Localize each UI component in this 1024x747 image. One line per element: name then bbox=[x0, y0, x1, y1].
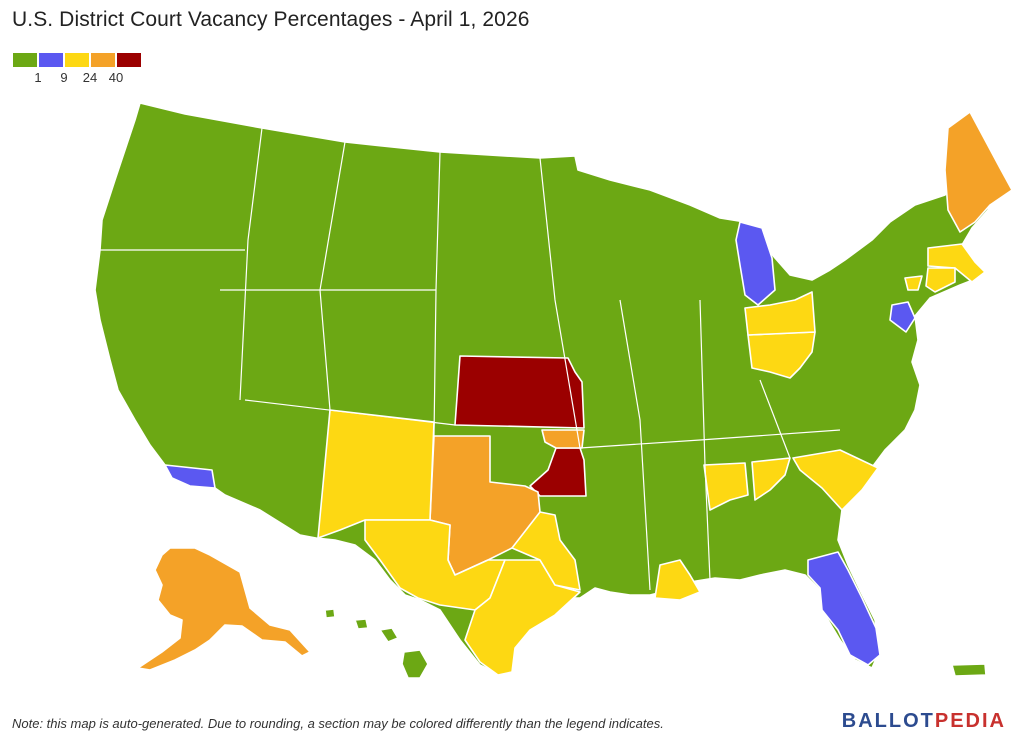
district-northern-alabama bbox=[703, 462, 749, 511]
legend-ticks: 1 9 24 40 bbox=[12, 70, 152, 88]
district-eastern-texas bbox=[511, 511, 581, 591]
district-northern-ohio bbox=[744, 291, 816, 336]
district-hawaii-kauai bbox=[324, 608, 336, 619]
district-new-york-south bbox=[904, 275, 923, 291]
ballotpedia-logo: BALLOTPEDIA bbox=[842, 710, 1006, 733]
legend-tick: 24 bbox=[82, 70, 98, 85]
logo-part-pedia: PEDIA bbox=[934, 710, 1006, 732]
map-legend: 1 9 24 40 bbox=[12, 52, 152, 88]
district-hawaii-oahu bbox=[354, 618, 369, 630]
district-southern-texas bbox=[464, 559, 581, 676]
district-new-mexico bbox=[317, 409, 435, 539]
district-hawaii-maui bbox=[379, 627, 399, 643]
district-south-carolina bbox=[792, 449, 879, 511]
district-middle-florida bbox=[807, 551, 881, 666]
district-eastern-oklahoma bbox=[529, 447, 587, 497]
district-kansas bbox=[454, 355, 585, 429]
district-northern-georgia bbox=[751, 457, 791, 501]
footnote: Note: this map is auto-generated. Due to… bbox=[12, 716, 664, 731]
page-title: U.S. District Court Vacancy Percentages … bbox=[12, 8, 530, 31]
district-new-jersey bbox=[889, 301, 916, 333]
district-southern-ohio bbox=[747, 331, 816, 379]
district-maine bbox=[944, 111, 1013, 233]
legend-swatch-orange bbox=[90, 52, 116, 68]
district-hawaii-big-island bbox=[401, 649, 429, 679]
legend-tick: 9 bbox=[60, 70, 68, 85]
legend-swatch-yellow bbox=[64, 52, 90, 68]
legend-swatch-blue bbox=[38, 52, 64, 68]
legend-tick: 40 bbox=[108, 70, 124, 85]
legend-swatches bbox=[12, 52, 152, 68]
district-central-california bbox=[164, 464, 216, 489]
district-western-louisiana bbox=[654, 559, 701, 601]
legend-tick: 1 bbox=[34, 70, 42, 85]
district-massachusetts bbox=[927, 243, 986, 283]
state-borders bbox=[100, 127, 841, 591]
district-eastern-michigan bbox=[735, 221, 776, 306]
logo-part-ballot: BALLOT bbox=[841, 710, 935, 732]
legend-swatch-green bbox=[12, 52, 38, 68]
district-puerto-rico bbox=[951, 663, 987, 677]
district-alaska bbox=[137, 547, 311, 671]
district-connecticut bbox=[925, 267, 956, 293]
legend-swatch-red bbox=[116, 52, 142, 68]
